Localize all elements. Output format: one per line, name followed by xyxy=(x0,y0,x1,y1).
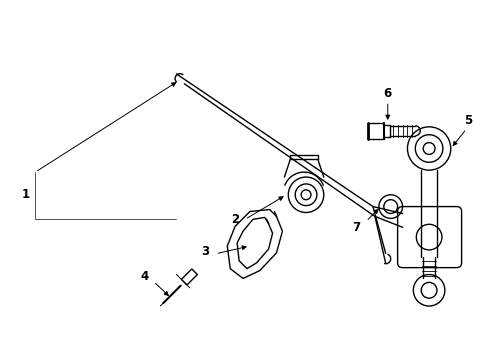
Text: 7: 7 xyxy=(352,221,360,234)
Text: 1: 1 xyxy=(22,188,29,201)
Text: 5: 5 xyxy=(465,114,473,127)
Text: 3: 3 xyxy=(201,246,210,258)
Text: 6: 6 xyxy=(384,87,392,100)
Text: 2: 2 xyxy=(231,213,239,226)
Text: 4: 4 xyxy=(141,270,148,283)
